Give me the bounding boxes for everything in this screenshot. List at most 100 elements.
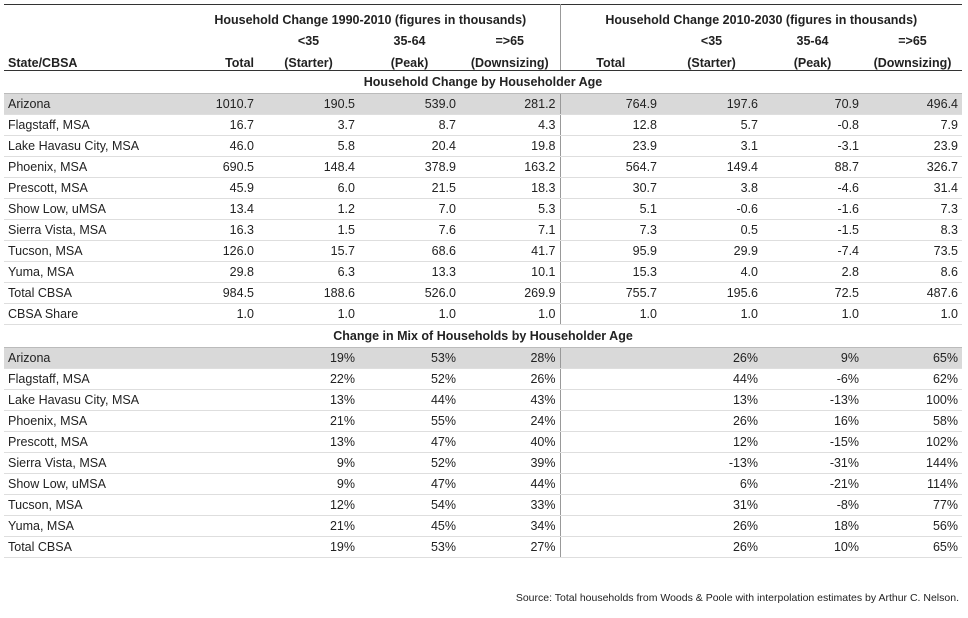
cell-value: 0.5 xyxy=(661,219,762,241)
row-label: Lake Havasu City, MSA xyxy=(4,135,181,157)
cell-value: 6% xyxy=(661,473,762,495)
cell-value xyxy=(181,389,258,411)
col-header-total-2: Total xyxy=(560,48,661,71)
cell-value: 28% xyxy=(460,347,561,369)
row-label: Flagstaff, MSA xyxy=(4,368,181,390)
cell-value: 21% xyxy=(258,410,359,432)
cell-value: 5.8 xyxy=(258,135,359,157)
cell-value xyxy=(560,410,661,432)
cell-value: 102% xyxy=(863,431,962,453)
cell-value: 3.8 xyxy=(661,177,762,199)
subheader-peak-age-1: 35-64 xyxy=(393,34,426,48)
cell-value: -1.6 xyxy=(762,198,863,220)
cell-value: 62% xyxy=(863,368,962,390)
cell-value: 1.0 xyxy=(560,303,661,325)
cell-value: 764.9 xyxy=(560,93,661,115)
cell-value xyxy=(181,410,258,432)
cell-value: 197.6 xyxy=(661,93,762,115)
cell-value: 9% xyxy=(258,473,359,495)
cell-value: 1010.7 xyxy=(181,93,258,115)
cell-value: 148.4 xyxy=(258,156,359,178)
cell-value xyxy=(181,452,258,474)
cell-value: -4.6 xyxy=(762,177,863,199)
row-label: Tucson, MSA xyxy=(4,240,181,262)
cell-value: 3.7 xyxy=(258,114,359,136)
cell-value: 149.4 xyxy=(661,156,762,178)
cell-value: 15.7 xyxy=(258,240,359,262)
cell-value: 19% xyxy=(258,347,359,369)
cell-value: 4.0 xyxy=(661,261,762,283)
cell-value: 7.3 xyxy=(560,219,661,241)
cell-value: -15% xyxy=(762,431,863,453)
row-label: Lake Havasu City, MSA xyxy=(4,389,181,411)
cell-value: 7.3 xyxy=(863,198,962,220)
cell-value: 44% xyxy=(460,473,561,495)
cell-value: 378.9 xyxy=(359,156,460,178)
cell-value: 26% xyxy=(661,410,762,432)
cell-value: 58% xyxy=(863,410,962,432)
cell-value: 72.5 xyxy=(762,282,863,304)
row-label: Show Low, uMSA xyxy=(4,473,181,495)
cell-value: 190.5 xyxy=(258,93,359,115)
cell-value: 24% xyxy=(460,410,561,432)
cell-value: 29.8 xyxy=(181,261,258,283)
cell-value: -6% xyxy=(762,368,863,390)
cell-value: -13% xyxy=(661,452,762,474)
cell-value xyxy=(181,347,258,369)
group-header-1990-2010: Household Change 1990-2010 (figures in t… xyxy=(181,4,561,27)
cell-value xyxy=(181,494,258,516)
cell-value: 52% xyxy=(359,452,460,474)
cell-value: 19% xyxy=(258,536,359,558)
table-row: Lake Havasu City, MSA 46.0 5.8 20.4 19.8 23.9… xyxy=(4,135,962,157)
cell-value xyxy=(560,347,661,369)
cell-value: 15.3 xyxy=(560,261,661,283)
subheader-downsizing-age-2: =>65 xyxy=(898,34,927,48)
cell-value: 26% xyxy=(460,368,561,390)
table-row: Show Low, uMSA 9% 47% 44% 6% -21% 114% xyxy=(4,473,962,495)
cell-value: 52% xyxy=(359,368,460,390)
col-header-downsizing-2: (Downsizing) xyxy=(863,48,962,71)
cell-value xyxy=(560,368,661,390)
cell-value: 73.5 xyxy=(863,240,962,262)
cell-value: 13% xyxy=(258,389,359,411)
col-header-peak-2: (Peak) xyxy=(762,48,863,71)
cell-value: 6.3 xyxy=(258,261,359,283)
row-label: Phoenix, MSA xyxy=(4,410,181,432)
row-label: Prescott, MSA xyxy=(4,177,181,199)
cell-value: 21% xyxy=(258,515,359,537)
cell-value: 26% xyxy=(661,515,762,537)
household-change-table: Household Change 1990-2010 (figures in t… xyxy=(4,4,962,558)
cell-value: 47% xyxy=(359,473,460,495)
source-note: Source: Total households from Woods & Po… xyxy=(515,592,959,604)
row-label: Phoenix, MSA xyxy=(4,156,181,178)
section-household-mix: Change in Mix of Households by Household… xyxy=(4,324,962,558)
cell-value: 30.7 xyxy=(560,177,661,199)
subheader-peak-age-2: 35-64 xyxy=(796,34,829,48)
cell-value: 9% xyxy=(762,347,863,369)
cell-value: 1.0 xyxy=(181,303,258,325)
cell-value: 5.7 xyxy=(661,114,762,136)
table-row: Lake Havasu City, MSA 13% 44% 43% 13% -13% 100… xyxy=(4,389,962,411)
cell-value: 126.0 xyxy=(181,240,258,262)
cell-value xyxy=(181,536,258,558)
cell-value xyxy=(181,473,258,495)
cell-value: 39% xyxy=(460,452,561,474)
cell-value: -13% xyxy=(762,389,863,411)
cell-value: 13% xyxy=(258,431,359,453)
row-label: Yuma, MSA xyxy=(4,261,181,283)
cell-value: 65% xyxy=(863,347,962,369)
cell-value: 7.6 xyxy=(359,219,460,241)
col-header-state-cbsa: State/CBSA xyxy=(4,48,181,71)
cell-value xyxy=(560,473,661,495)
cell-value: 16% xyxy=(762,410,863,432)
row-label: Sierra Vista, MSA xyxy=(4,452,181,474)
cell-value xyxy=(560,494,661,516)
cell-value: 12.8 xyxy=(560,114,661,136)
cell-value: 1.0 xyxy=(762,303,863,325)
table-row: Show Low, uMSA 13.4 1.2 7.0 5.3 5.1 -0.6 -1.6 7.… xyxy=(4,198,962,220)
cell-value: 539.0 xyxy=(359,93,460,115)
cell-value: 40% xyxy=(460,431,561,453)
table-row: Yuma, MSA 29.8 6.3 13.3 10.1 15.3 4.0 2.8 8.6 xyxy=(4,261,962,283)
cell-value: 1.0 xyxy=(460,303,561,325)
section-title: Household Change by Householder Age xyxy=(4,70,962,94)
